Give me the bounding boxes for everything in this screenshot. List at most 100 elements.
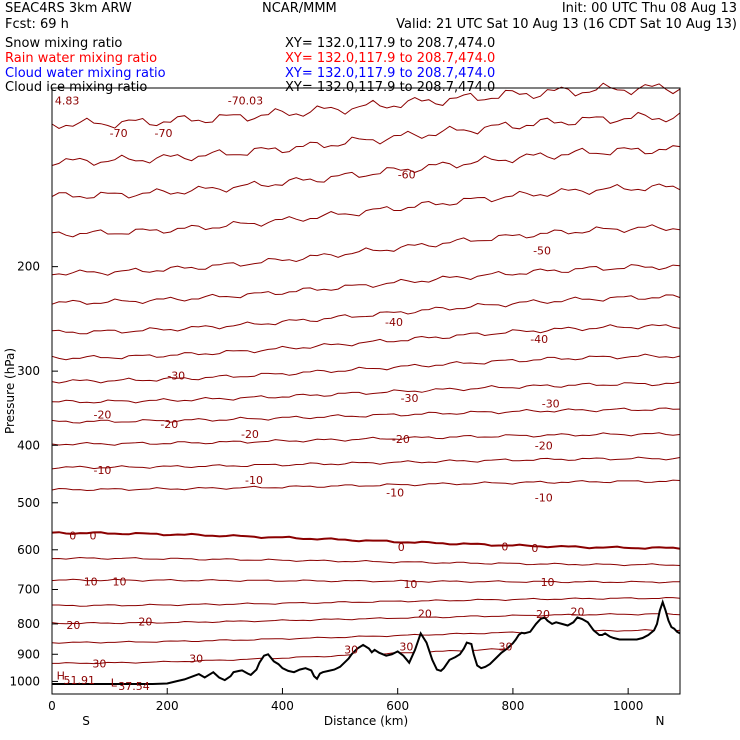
temperature-contours [51,82,681,665]
contour-line [51,294,681,335]
contour-label: -70 [110,127,128,140]
contour-label: 20 [66,619,80,632]
contour-line [51,324,681,361]
y-tick-label: 300 [17,364,40,378]
contour-label: -20 [392,433,410,446]
contour-label: 0 [69,530,76,543]
contour-label: -30 [542,397,560,410]
contour-label: 30 [499,640,513,653]
y-tick-label: 700 [17,583,40,597]
x-tick-label: 0 [48,699,56,713]
contour-labels: 4.83 -70 -70 -70.03 -60 -50 -40 -40 -30 -30 -30 -20… [55,95,585,693]
contour-label: 30 [399,640,413,653]
valid-time: Valid: 21 UTC Sat 10 Aug 13 (16 CDT Sat … [396,17,737,32]
contour-label: 37.54 [118,680,150,693]
field-xy-rain: XY= 132.0,117.9 to 208.7,474.0 [285,51,496,66]
y-axis: 200 300 400 500 600 700 800 900 1000 [9,260,58,688]
contour-label: H [57,670,65,683]
y-axis-title: Pressure (hPa) [3,348,17,434]
contour-label: 0 [501,540,508,553]
x-tick-label: 400 [271,699,294,713]
contour-label: -60 [398,169,416,182]
contour-label: 30 [344,643,358,656]
contour-label: -10 [93,464,111,477]
y-tick-label: 500 [17,496,40,510]
contour-line [51,264,681,305]
contour-label: -10 [535,492,553,505]
x-tick-label: 200 [156,699,179,713]
contour-line [51,407,681,424]
y-tick-label: 1000 [9,674,40,688]
endpoint-label-north: N [656,714,665,728]
field-xy-snow: XY= 132.0,117.9 to 208.7,474.0 [285,36,496,51]
contour-label: -10 [386,486,404,499]
terrain-fill [52,602,680,694]
field-name-cloud-water: Cloud water mixing ratio [5,66,166,81]
field-name-rain: Rain water mixing ratio [5,51,158,66]
contour-line [51,531,681,550]
contour-label: -50 [533,245,551,258]
center-label: NCAR/MMM [262,1,337,16]
y-tick-label: 200 [17,260,40,274]
contour-line [51,612,681,625]
field-name-snow: Snow mixing ratio [5,36,123,51]
field-xy-cloud-water: XY= 132.0,117.9 to 208.7,474.0 [285,66,496,81]
endpoint-label-south: S [82,714,90,728]
contour-label: -20 [241,428,259,441]
contour-line [51,456,681,470]
contour-label: 0 [89,530,96,543]
contour-label: 20 [138,616,152,629]
contour-label: -70.03 [228,95,263,108]
y-tick-label: 400 [17,438,40,452]
contour-line [51,183,681,238]
contour-line [51,556,681,567]
contour-label: 20 [536,608,550,621]
contour-label: -20 [535,439,553,452]
terrain-layer [52,598,681,694]
x-tick-label: 600 [386,699,409,713]
y-tick-label: 900 [17,647,40,661]
contour-label: -70 [155,127,173,140]
contour-label: L [111,677,118,690]
x-tick-label: 1000 [613,699,644,713]
contour-line [51,353,681,384]
contour-label: 0 [398,541,405,554]
contour-label: 10 [112,575,126,588]
x-axis: 0 200 400 600 800 1000 [48,688,643,713]
contour-label: -10 [245,474,263,487]
y-tick-label: 600 [17,543,40,557]
contour-label: -20 [160,418,178,431]
y-tick-label: 800 [17,617,40,631]
contour-label: -20 [93,409,111,422]
contour-label: 10 [403,578,417,591]
contour-line [51,145,681,199]
contour-label: 30 [189,653,203,666]
contour-label: 20 [571,605,585,618]
contour-line [51,82,681,129]
contour-label: 51.91 [64,674,96,687]
contour-label: -40 [530,333,548,346]
contour-label: 10 [84,575,98,588]
run-title: SEAC4RS 3km ARW [5,1,132,16]
contour-line [51,111,681,166]
contour-label: 4.83 [55,95,80,108]
forecast-hour: Fcst: 69 h [5,17,69,32]
contour-label: 0 [531,542,538,555]
contour-line [51,479,681,492]
terrain-outline [52,598,681,685]
x-tick-label: 800 [501,699,524,713]
contour-label: 10 [541,576,555,589]
contour-line [51,381,681,404]
contour-line [51,432,681,446]
contour-label: -30 [401,392,419,405]
contour-label: -40 [385,316,403,329]
contour-line [51,224,681,276]
contour-line [51,578,681,584]
init-time: Init: 00 UTC Thu 08 Aug 13 [561,1,737,16]
contour-label: 20 [418,607,432,620]
x-axis-title: Distance (km) [324,714,408,728]
contour-line [52,596,681,607]
plot-frame [51,87,681,695]
contour-label: -30 [167,369,185,382]
